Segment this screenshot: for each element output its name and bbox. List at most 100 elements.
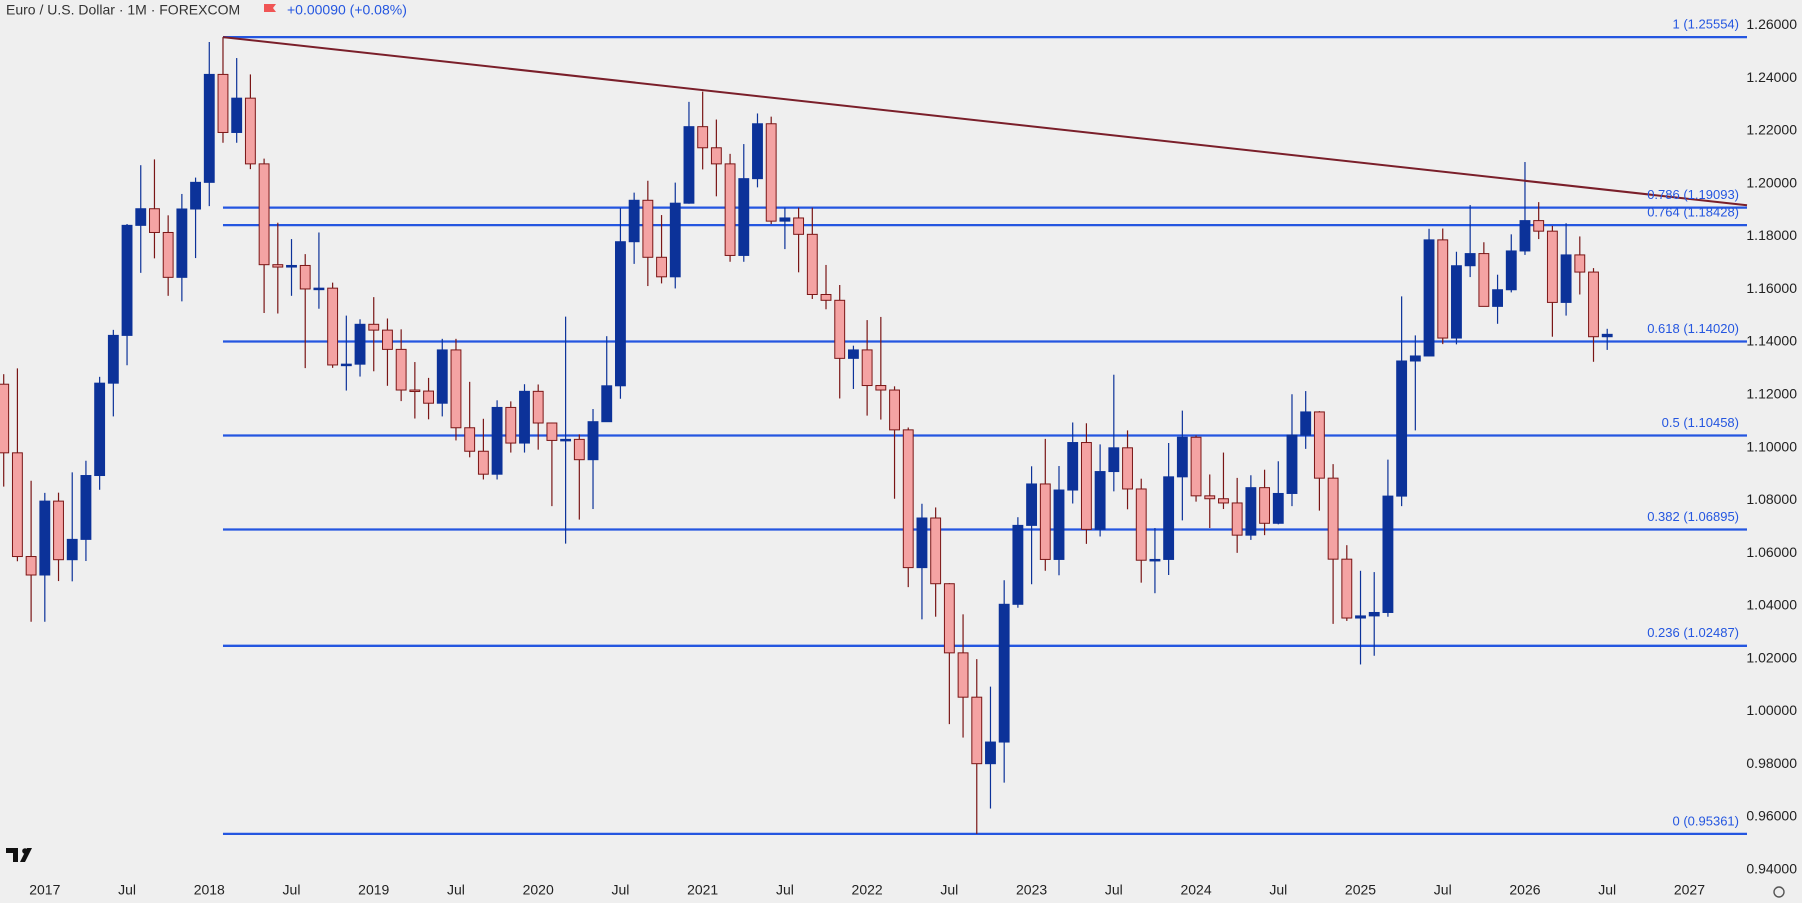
candle-body — [519, 390, 530, 444]
y-tick-label: 1.12000 — [1746, 385, 1797, 401]
candle-body — [1546, 230, 1558, 303]
y-tick-label: 0.96000 — [1746, 808, 1797, 824]
candle-body — [1382, 495, 1394, 613]
candle-body — [902, 429, 914, 569]
candle-body — [299, 264, 311, 290]
y-tick-label: 1.02000 — [1746, 649, 1797, 665]
candle-body — [244, 97, 256, 165]
candle-body — [1259, 487, 1271, 524]
candle-body — [998, 603, 1010, 743]
candle-body — [340, 363, 352, 367]
candle-body — [190, 181, 202, 210]
candle-body — [834, 299, 846, 359]
x-tick-label: Jul — [1434, 882, 1452, 898]
candle-body — [272, 264, 284, 268]
x-tick-label: Jul — [1598, 882, 1616, 898]
candle-body — [546, 422, 558, 441]
x-tick-label: 2022 — [852, 882, 883, 898]
candle-body — [25, 556, 37, 576]
candle-body — [1012, 524, 1024, 605]
candle-body — [11, 452, 23, 558]
fib-level-label: 1 (1.25554) — [1673, 17, 1740, 32]
plot-area — [0, 35, 1748, 835]
fib-level-label: 0 (0.95361) — [1673, 813, 1740, 828]
candle-body — [587, 421, 599, 461]
y-tick-label: 1.00000 — [1746, 702, 1797, 718]
candle-body — [752, 123, 763, 180]
candle-body — [1149, 558, 1161, 562]
x-tick-label: Jul — [776, 882, 794, 898]
candle-body — [1190, 436, 1202, 497]
candle-body — [1451, 265, 1462, 339]
settings-icon[interactable] — [1773, 886, 1785, 898]
candle-body — [889, 389, 900, 431]
candle-body — [1574, 254, 1586, 273]
candle-body — [382, 329, 393, 350]
candle-body — [1355, 615, 1366, 619]
x-tick-label: 2026 — [1509, 882, 1540, 898]
candle-body — [560, 438, 572, 442]
fib-level-label: 0.5 (1.10458) — [1662, 415, 1739, 430]
candle-body — [477, 450, 489, 475]
candle-body — [409, 389, 421, 393]
candle-body — [258, 163, 270, 266]
candle-body — [80, 475, 92, 540]
candle-body — [286, 264, 297, 268]
candle-body — [1560, 254, 1572, 303]
candle-body — [53, 500, 64, 561]
candle-body — [1053, 489, 1065, 560]
y-tick-label: 1.18000 — [1746, 227, 1797, 243]
candle-body — [1519, 220, 1531, 252]
candle-body — [1026, 483, 1038, 526]
candle-body — [738, 178, 750, 256]
candle-body — [107, 334, 119, 384]
x-tick-label: 2023 — [1016, 882, 1047, 898]
candle-body — [1163, 476, 1175, 560]
candle-body — [203, 73, 215, 183]
candle-body — [971, 696, 983, 765]
candle-body — [327, 287, 339, 366]
candle-body — [806, 233, 818, 295]
y-tick-label: 1.16000 — [1746, 280, 1797, 296]
candle-body — [724, 163, 736, 256]
x-tick-label: 2021 — [687, 882, 718, 898]
candle-body — [861, 349, 873, 387]
candle-body — [1327, 477, 1339, 560]
candle-body — [135, 208, 147, 226]
candle-body — [1601, 333, 1613, 338]
candle-body — [66, 538, 78, 561]
candle-body — [669, 202, 681, 278]
candle-body — [697, 126, 709, 149]
candle-body — [149, 208, 160, 233]
candle-body — [601, 385, 613, 423]
x-tick-label: 2027 — [1674, 882, 1705, 898]
candle-body — [464, 427, 476, 452]
candle-body — [930, 517, 942, 585]
candle-body — [985, 741, 996, 765]
y-tick-label: 1.24000 — [1746, 69, 1797, 85]
candle-body — [368, 323, 380, 331]
x-tick-label: 2025 — [1345, 882, 1376, 898]
candle-body — [176, 208, 188, 278]
x-tick-label: 2019 — [358, 882, 389, 898]
candle-body — [1108, 447, 1120, 473]
candle-body — [505, 406, 517, 444]
y-tick-label: 1.04000 — [1746, 597, 1797, 613]
candle-body — [532, 390, 544, 424]
candle-body — [1231, 502, 1243, 536]
x-tick-label: Jul — [447, 882, 465, 898]
trend-line — [222, 36, 1748, 207]
candle-body — [217, 73, 229, 133]
candle-body — [1272, 492, 1284, 524]
candle-body — [39, 500, 51, 576]
fib-level-label: 0.618 (1.14020) — [1647, 321, 1739, 336]
candle-body — [1135, 488, 1147, 561]
candle-body — [765, 123, 777, 222]
x-tick-label: Jul — [1105, 882, 1123, 898]
y-tick-label: 1.20000 — [1746, 174, 1797, 190]
candle-body — [1300, 411, 1312, 436]
candle-body — [121, 224, 133, 336]
x-tick-label: Jul — [1269, 882, 1287, 898]
candle-body — [1094, 471, 1106, 530]
